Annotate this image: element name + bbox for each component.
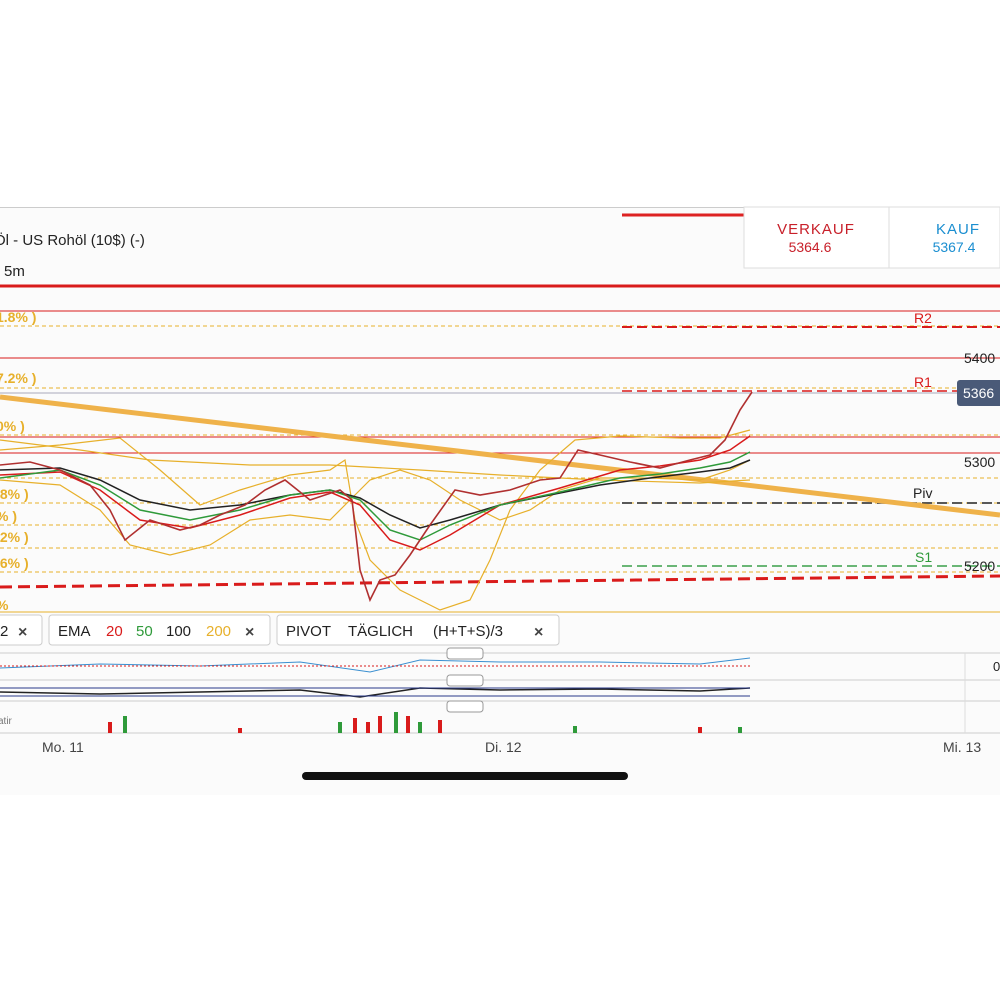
chip-text: EMA <box>58 623 91 640</box>
instrument-title: Öl - US Rohöl (10$) (-) <box>0 231 145 249</box>
level-lines <box>0 284 1000 613</box>
chip-text: (H+T+S)/3 <box>433 623 503 640</box>
chip-text: 50 <box>136 623 153 640</box>
home-indicator[interactable] <box>302 772 628 780</box>
chip-text: 20 <box>106 623 123 640</box>
indicator-chip[interactable] <box>276 614 560 646</box>
pivot-label: R2 <box>914 310 932 326</box>
app-bg <box>0 207 1000 795</box>
time-label: Mo. 11 <box>42 739 84 755</box>
fib-label: 0% ) <box>0 418 25 434</box>
indicator-chip[interactable] <box>48 614 271 646</box>
sell-label: VERKAUF <box>777 221 855 238</box>
chip-close[interactable]: × <box>534 624 543 641</box>
fib-label: 1.8% ) <box>0 309 36 325</box>
sell-button[interactable] <box>743 206 890 269</box>
fib-label: 7.2% ) <box>0 370 36 386</box>
buy-label: KAUF <box>936 221 980 238</box>
panel-handle[interactable] <box>446 674 484 687</box>
panel-handle[interactable] <box>446 700 484 713</box>
price-label: 5300 <box>964 454 995 470</box>
chip-text: 100 <box>166 623 191 640</box>
volume-label: atir <box>0 716 13 727</box>
fib-label: % <box>0 597 9 613</box>
subpanel-label: 0 <box>993 659 1000 674</box>
panel-handle[interactable] <box>446 647 484 660</box>
buy-button[interactable] <box>888 206 1000 269</box>
subpanels <box>0 647 1000 734</box>
time-label: Mi. 13 <box>943 739 981 755</box>
timeframe: 5m <box>4 263 25 280</box>
pivot-label: Piv <box>913 485 932 501</box>
fib-label: .2% ) <box>0 529 29 545</box>
sell-price: 5364.6 <box>789 239 832 255</box>
chip-close[interactable]: × <box>245 624 254 641</box>
fib-label: % ) <box>0 508 17 524</box>
current-price-box <box>957 380 1000 406</box>
fib-label: .8% ) <box>0 486 29 502</box>
indicator-lines <box>0 391 753 611</box>
price-label: 5200 <box>964 558 995 574</box>
chip-close[interactable]: × <box>18 624 27 641</box>
chip-text: 2 <box>0 623 8 640</box>
current-price: 5366 <box>963 385 994 401</box>
fib-label: .6% ) <box>0 555 29 571</box>
indicator-chip[interactable] <box>0 614 43 646</box>
pivot-label: S1 <box>915 549 932 565</box>
trend-line <box>0 394 1000 518</box>
chip-text: 200 <box>206 623 231 640</box>
indicator-chips: 2 × EMA 20 50 100 200 × PIVOT TÄGLICH (H… <box>0 614 560 646</box>
chip-text: PIVOT <box>286 623 331 640</box>
buy-price: 5367.4 <box>933 239 976 255</box>
time-label: Di. 12 <box>485 739 522 755</box>
chip-text: TÄGLICH <box>348 623 413 640</box>
pivot-label: R1 <box>914 374 932 390</box>
price-label: 5400 <box>964 350 995 366</box>
